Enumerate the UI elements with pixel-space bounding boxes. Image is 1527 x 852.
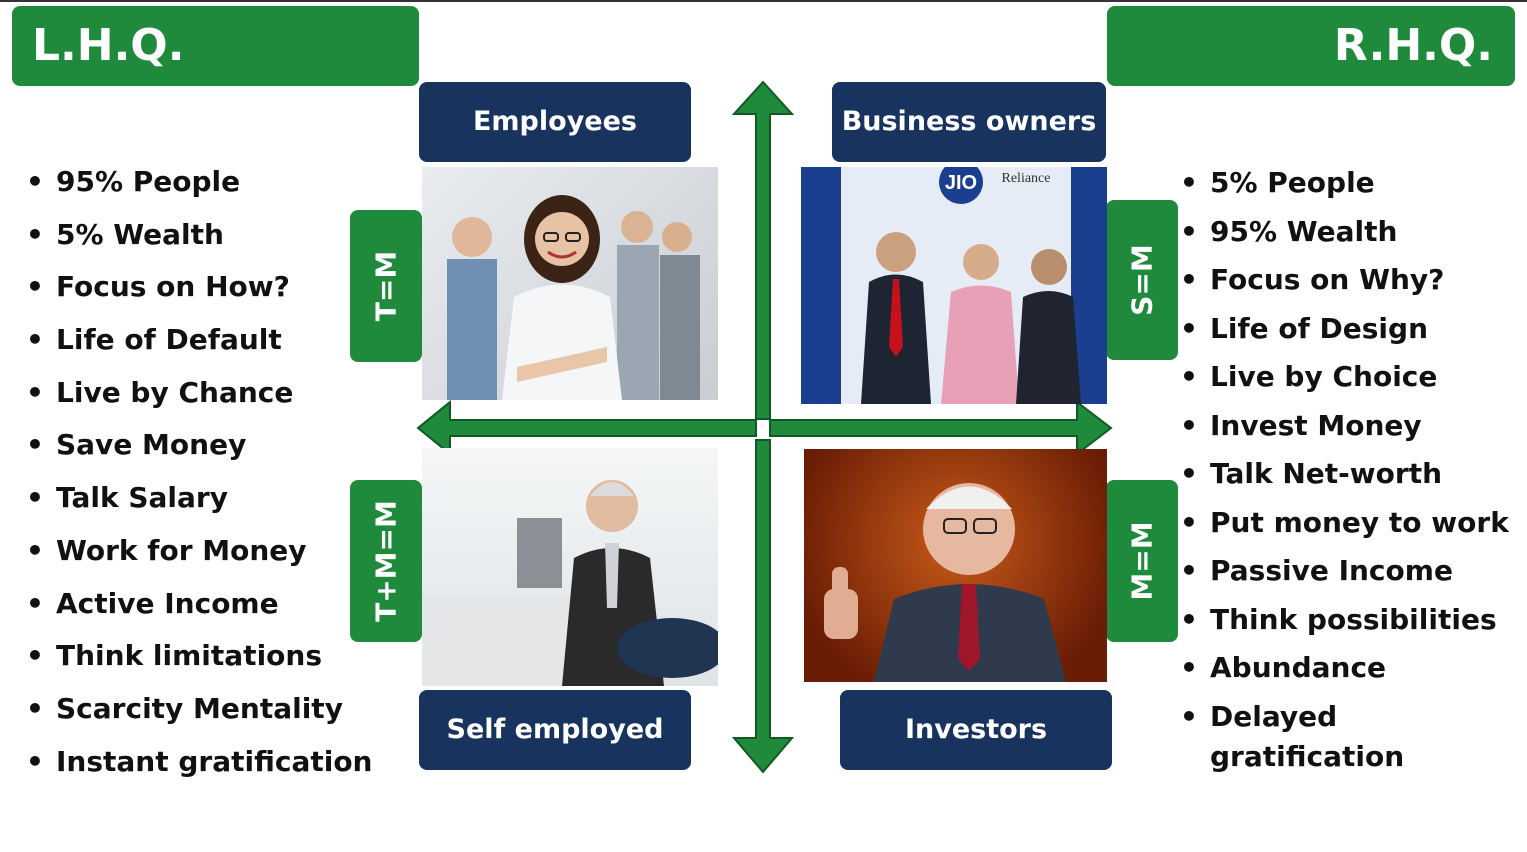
list-item: Work for Money <box>26 529 373 582</box>
list-item: 5% People <box>1180 163 1520 212</box>
business-owners-equation-tab: S=M <box>1106 200 1178 360</box>
list-item: Save Money <box>26 423 373 476</box>
list-item: 5% Wealth <box>26 213 373 266</box>
self-employed-equation: T+M=M <box>369 500 403 622</box>
list-item: Put money to work <box>1180 503 1520 552</box>
list-item: Passive Income <box>1180 551 1520 600</box>
investors-label: Investors <box>840 690 1112 770</box>
list-item: Life of Design <box>1180 309 1520 358</box>
list-item: Life of Default <box>26 318 373 371</box>
vertical-axis-arrow <box>731 80 795 420</box>
list-item: Delayed gratification <box>1180 697 1520 777</box>
reliance-logo-text: Reliance <box>1002 171 1051 186</box>
list-item: Think limitations <box>26 634 373 687</box>
horizontal-axis-arrow-right <box>769 399 1113 457</box>
self-employed-illustration <box>422 480 718 686</box>
list-item: Scarcity Mentality <box>26 687 373 740</box>
investors-photo <box>804 449 1107 682</box>
left-quadrant-traits: 95% People 5% Wealth Focus on How? Life … <box>26 160 373 792</box>
left-quadrant-header: L.H.Q. <box>12 6 419 86</box>
list-item: Focus on Why? <box>1180 260 1520 309</box>
self-employed-label: Self employed <box>419 690 691 770</box>
investors-equation-tab: M=M <box>1106 480 1178 642</box>
list-item: 95% People <box>26 160 373 213</box>
list-item: 95% Wealth <box>1180 212 1520 261</box>
list-item: Talk Net-worth <box>1180 454 1520 503</box>
right-quadrant-header: R.H.Q. <box>1107 6 1515 86</box>
business-owners-equation: S=M <box>1125 244 1159 316</box>
business-owners-label: Business owners <box>832 82 1106 162</box>
list-item: Live by Chance <box>26 371 373 424</box>
list-item: Think possibilities <box>1180 600 1520 649</box>
jio-logo-text: JIO <box>945 172 977 194</box>
employees-label: Employees <box>419 82 691 162</box>
employees-equation: T=M <box>369 250 403 322</box>
horizontal-axis-arrow-left <box>416 399 757 457</box>
business-owners-photo: JIO Reliance <box>801 167 1107 404</box>
list-item: Focus on How? <box>26 265 373 318</box>
list-item: Invest Money <box>1180 406 1520 455</box>
list-item: Abundance <box>1180 648 1520 697</box>
right-quadrant-traits: 5% People 95% Wealth Focus on Why? Life … <box>1180 163 1520 777</box>
investors-equation: M=M <box>1125 521 1159 601</box>
business-owners-illustration: JIO Reliance <box>801 167 1107 404</box>
list-item: Live by Choice <box>1180 357 1520 406</box>
employees-photo <box>422 167 718 400</box>
vertical-axis-arrow-down <box>731 439 795 774</box>
list-item: Active Income <box>26 582 373 635</box>
list-item: Talk Salary <box>26 476 373 529</box>
list-item: Instant gratification <box>26 740 373 793</box>
top-border-line <box>0 0 1527 2</box>
self-employed-photo <box>422 448 718 686</box>
employees-illustration <box>447 195 700 400</box>
investors-illustration <box>824 483 1066 682</box>
